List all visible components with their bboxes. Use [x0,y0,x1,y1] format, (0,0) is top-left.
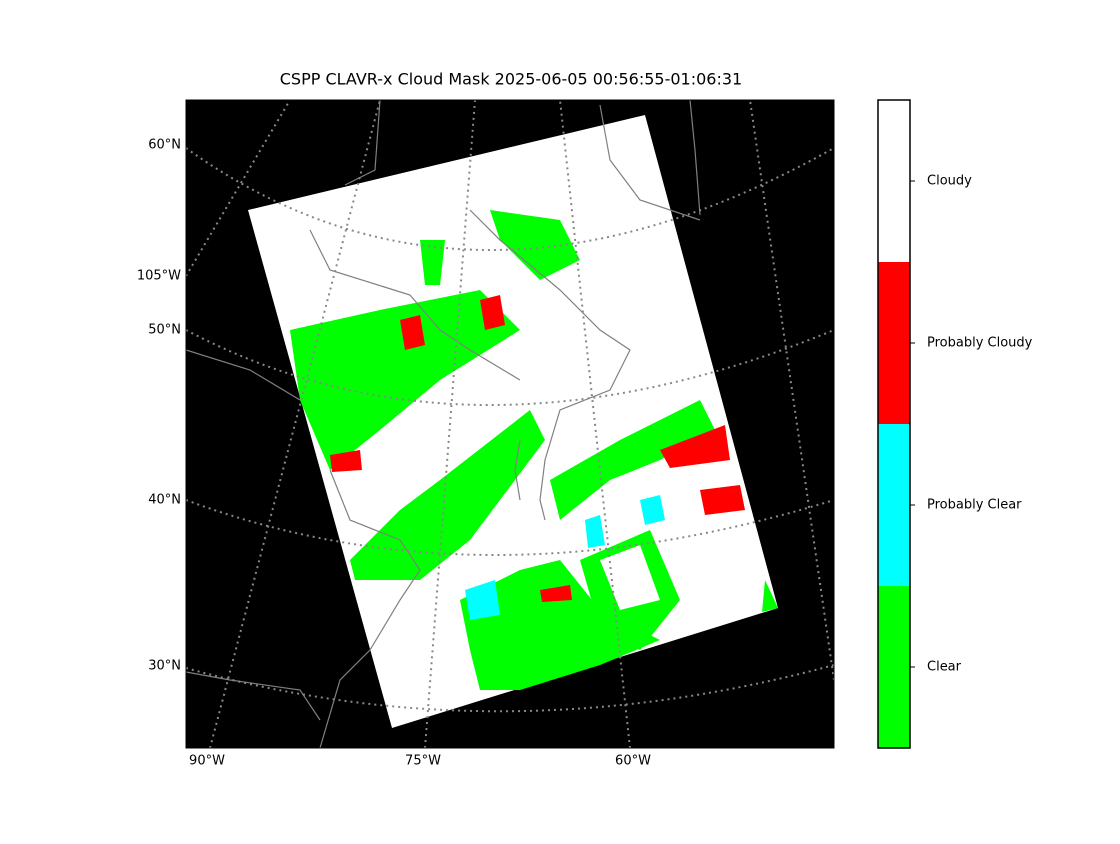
cloud-region [460,560,660,690]
cloud-region [640,495,665,525]
colorbar-segment [878,100,910,262]
cloud-region [700,485,745,515]
colorbar-label: Probably Clear [927,498,1022,513]
coastlines [186,100,701,748]
map-frame [185,99,835,749]
cloud-region [540,585,572,602]
cloud-region [420,240,445,285]
lat-label: 105°W [137,269,181,284]
colorbar-label: Probably Cloudy [927,336,1033,351]
cloud-region [660,425,730,468]
cloud-region [330,450,362,472]
colorbar-label: Clear [927,660,962,675]
cloud-regions [290,210,778,690]
colorbar: Clear Probably Clear Probably Cloudy Cloudy [877,99,1033,749]
colorbar-segment [878,262,910,424]
lon-label: 75°W [405,754,441,769]
graticule [186,100,834,748]
cloud-region [350,410,545,580]
map-title: CSPP CLAVR-x Cloud Mask 2025-06-05 00:56… [280,70,742,89]
lat-label: 40°N [148,493,181,508]
cloud-region [400,315,425,350]
colorbar-segment [878,424,910,586]
lon-label: 60°W [615,754,651,769]
cloud-region [480,295,505,330]
lon-label: 90°W [189,754,225,769]
lat-label: 50°N [148,323,181,338]
map-area [186,100,834,748]
cloud-region [290,290,520,470]
cloud-region [490,210,580,280]
colorbar-label: Cloudy [927,174,972,189]
cloud-region [600,545,660,610]
lat-label: 30°N [148,659,181,674]
cloud-region [762,580,778,612]
cloud-region [465,580,500,620]
cloud-region [585,515,605,548]
colorbar-segment [878,586,910,748]
cloud-region [550,400,715,520]
colorbar-frame [877,99,911,749]
lat-label: 60°N [148,138,181,153]
